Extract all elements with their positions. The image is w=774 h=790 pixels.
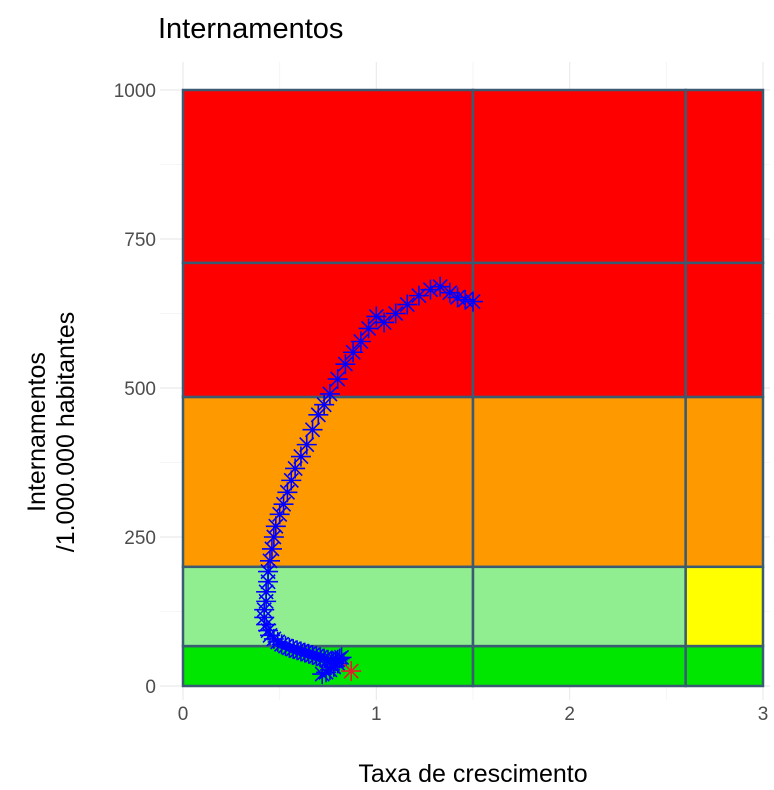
data-point [343,342,364,363]
data-point [314,394,335,415]
data-point [258,571,279,592]
data-point [273,494,294,515]
data-point [408,285,429,306]
data-point [260,550,280,571]
chart-title: Internamentos [158,13,343,45]
data-point [312,664,333,685]
data-point [350,331,371,352]
y-axis-title-line-2: /1.000.000 habitantes [52,312,80,552]
data-point [341,661,362,682]
y-axis-title-line-1: Internamentos [23,352,51,512]
data-point [256,614,277,635]
risk-zone-3 [181,565,475,648]
data-point [265,516,286,537]
data-point [302,419,323,440]
data-point [319,383,340,404]
y-tick-label: 250 [124,528,156,549]
data-point [310,647,331,668]
data-point [358,318,379,339]
data-point [430,276,451,297]
y-tick-label: 500 [124,379,156,400]
risk-zone-5 [684,565,765,648]
data-point [285,458,306,479]
risk-zone-7 [471,395,687,569]
data-point [308,404,329,425]
data-point [385,303,406,324]
x-tick-label: 0 [178,704,189,725]
risk-zone-9 [181,261,475,399]
y-tick-label: 750 [124,230,156,251]
x-tick-label: 1 [371,704,382,725]
x-tick-label: 2 [564,704,575,725]
risk-zone-4 [471,565,687,648]
x-tick-label: 3 [758,704,769,725]
x-axis-title: Taxa de crescimento [358,760,587,788]
data-point [269,504,290,525]
y-tick-label: 1000 [114,81,156,102]
risk-zone-13 [471,88,687,265]
data-point [439,282,460,303]
data-point [327,369,348,390]
risk-zone-8 [684,395,765,569]
y-tick-label: 0 [145,677,156,698]
risk-zone-2 [684,644,765,688]
tick-labels: 0 1 2 3 0 250 500 750 1000 [114,81,769,725]
risk-zone-11 [684,261,765,399]
risk-zone-10 [471,261,687,399]
risk-zone-6 [181,395,475,569]
data-point [277,482,298,503]
data-point [397,294,418,315]
data-points [254,276,483,685]
data-point [335,354,356,375]
zone-layer [181,88,765,688]
risk-zone-1 [471,644,687,688]
risk-zone-14 [684,88,765,265]
data-point [366,306,387,327]
data-point [281,470,302,491]
risk-zone-12 [181,88,475,265]
data-point [316,662,337,683]
y-axis-title: Internamentos /1.000.000 habitantes [23,312,80,552]
data-point [290,641,311,662]
data-point [420,279,441,300]
